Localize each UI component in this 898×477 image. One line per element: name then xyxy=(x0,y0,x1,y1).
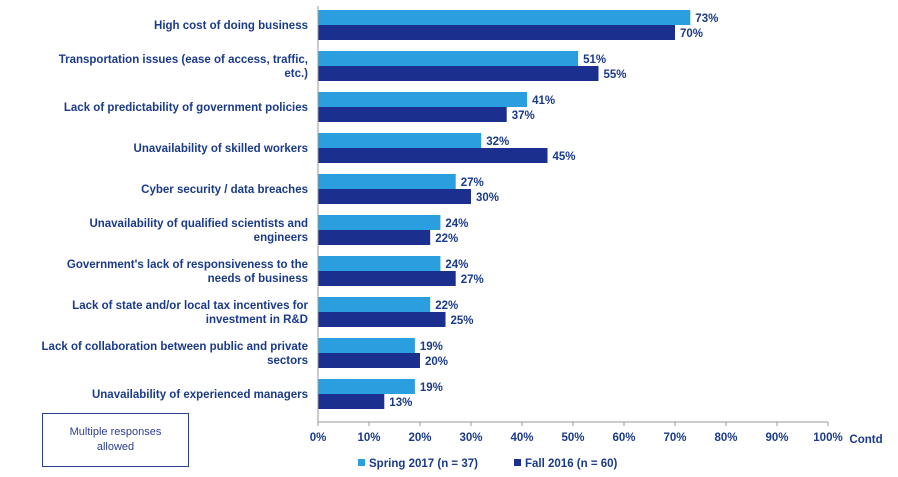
category-label-line: Unavailability of experienced managers xyxy=(92,389,308,401)
value-label: 27% xyxy=(461,177,484,189)
category-label: Lack of predictability of government pol… xyxy=(64,102,308,114)
category-label-line: Lack of collaboration between public and… xyxy=(42,341,308,353)
category-label: Lack of state and/or local tax incentive… xyxy=(72,300,308,326)
category-label-line: Unavailability of qualified scientists a… xyxy=(89,218,308,230)
value-label: 22% xyxy=(435,300,458,312)
bar-fall-2016 xyxy=(318,25,675,40)
bar-spring-2017 xyxy=(318,174,456,189)
value-labels: 73% 70% 51% 55% 41% 37% 32% 45% 27% 30% 24% 22% 24% 2… xyxy=(389,13,718,409)
category-label: Unavailability of skilled workers xyxy=(134,143,308,155)
bar-fall-2016 xyxy=(318,271,456,286)
x-tick-label: 70% xyxy=(663,432,686,444)
category-label-line: Transportation issues (ease of access, t… xyxy=(59,54,308,66)
x-tick-label: 100% xyxy=(813,432,842,444)
category-label: Unavailability of qualified scientists a… xyxy=(89,218,308,244)
x-tick-label: 10% xyxy=(357,432,380,444)
value-label: 73% xyxy=(695,13,718,25)
multiple-responses-note: Multiple responses allowed xyxy=(42,413,189,467)
legend-label-spring-2017: Spring 2017 (n = 37) xyxy=(369,458,478,470)
bar-fall-2016 xyxy=(318,107,507,122)
x-tick-label: 60% xyxy=(612,432,635,444)
category-label-line: Cyber security / data breaches xyxy=(141,184,308,196)
value-label: 37% xyxy=(512,110,535,122)
category-labels: High cost of doing business Transportatio… xyxy=(42,20,309,401)
category-label: Government's lack of responsiveness to t… xyxy=(67,259,308,285)
value-label: 13% xyxy=(389,397,412,409)
contd-label: Contd xyxy=(849,434,882,446)
category-label-line: engineers xyxy=(254,232,308,244)
bar-spring-2017 xyxy=(318,51,579,66)
category-label-line: Government's lack of responsiveness to t… xyxy=(67,259,308,271)
category-label-line: Unavailability of skilled workers xyxy=(134,143,308,155)
value-label: 25% xyxy=(451,315,474,327)
value-label: 22% xyxy=(435,233,458,245)
value-label: 19% xyxy=(420,341,443,353)
category-label-line: High cost of doing business xyxy=(154,20,308,32)
bar-spring-2017 xyxy=(318,215,441,230)
value-label: 24% xyxy=(445,218,468,230)
category-label: Unavailability of experienced managers xyxy=(92,389,308,401)
value-label: 27% xyxy=(461,274,484,286)
x-tick-label: 30% xyxy=(459,432,482,444)
category-label: Cyber security / data breaches xyxy=(141,184,308,196)
note-line-1: Multiple responses xyxy=(69,426,162,438)
x-axis-ticks: 0% 10% 20% 30% 40% 50% 60% 70% 80% 90% 100% xyxy=(310,422,843,444)
bar-spring-2017 xyxy=(318,379,415,394)
bar-fall-2016 xyxy=(318,394,385,409)
bar-fall-2016 xyxy=(318,148,548,163)
category-label-line: sectors xyxy=(267,355,308,367)
x-tick-label: 20% xyxy=(408,432,431,444)
x-tick-label: 50% xyxy=(561,432,584,444)
value-label: 51% xyxy=(583,54,606,66)
category-label: High cost of doing business xyxy=(154,20,308,32)
bar-spring-2017 xyxy=(318,256,441,271)
bars xyxy=(318,10,691,409)
x-tick-label: 40% xyxy=(510,432,533,444)
value-label: 41% xyxy=(532,95,555,107)
bar-spring-2017 xyxy=(318,338,415,353)
note-line-2: allowed xyxy=(96,441,135,453)
legend-swatch-fall-2016 xyxy=(514,459,521,466)
value-label: 55% xyxy=(604,69,627,81)
category-label-line: etc.) xyxy=(284,68,308,80)
bar-spring-2017 xyxy=(318,133,482,148)
value-label: 30% xyxy=(476,192,499,204)
bar-spring-2017 xyxy=(318,10,691,25)
bar-fall-2016 xyxy=(318,66,599,81)
legend: Spring 2017 (n = 37) Fall 2016 (n = 60) xyxy=(358,458,618,470)
legend-swatch-spring-2017 xyxy=(358,459,365,466)
category-label-line: Lack of state and/or local tax incentive… xyxy=(72,300,308,312)
legend-label-fall-2016: Fall 2016 (n = 60) xyxy=(525,458,618,470)
value-label: 24% xyxy=(445,259,468,271)
bar-fall-2016 xyxy=(318,230,431,245)
bar-fall-2016 xyxy=(318,353,420,368)
bar-spring-2017 xyxy=(318,92,528,107)
category-label: Lack of collaboration between public and… xyxy=(42,341,308,367)
category-label-line: investment in R&D xyxy=(206,314,308,326)
x-tick-label: 80% xyxy=(714,432,737,444)
value-label: 32% xyxy=(486,136,509,148)
x-tick-label: 0% xyxy=(310,432,327,444)
bar-spring-2017 xyxy=(318,297,431,312)
bar-fall-2016 xyxy=(318,189,471,204)
value-label: 70% xyxy=(680,28,703,40)
category-label: Transportation issues (ease of access, t… xyxy=(59,54,308,80)
category-label-line: needs of business xyxy=(208,273,308,285)
category-label-line: Lack of predictability of government pol… xyxy=(64,102,308,114)
value-label: 45% xyxy=(553,151,576,163)
x-tick-label: 90% xyxy=(765,432,788,444)
value-label: 19% xyxy=(420,382,443,394)
bar-fall-2016 xyxy=(318,312,446,327)
value-label: 20% xyxy=(425,356,448,368)
